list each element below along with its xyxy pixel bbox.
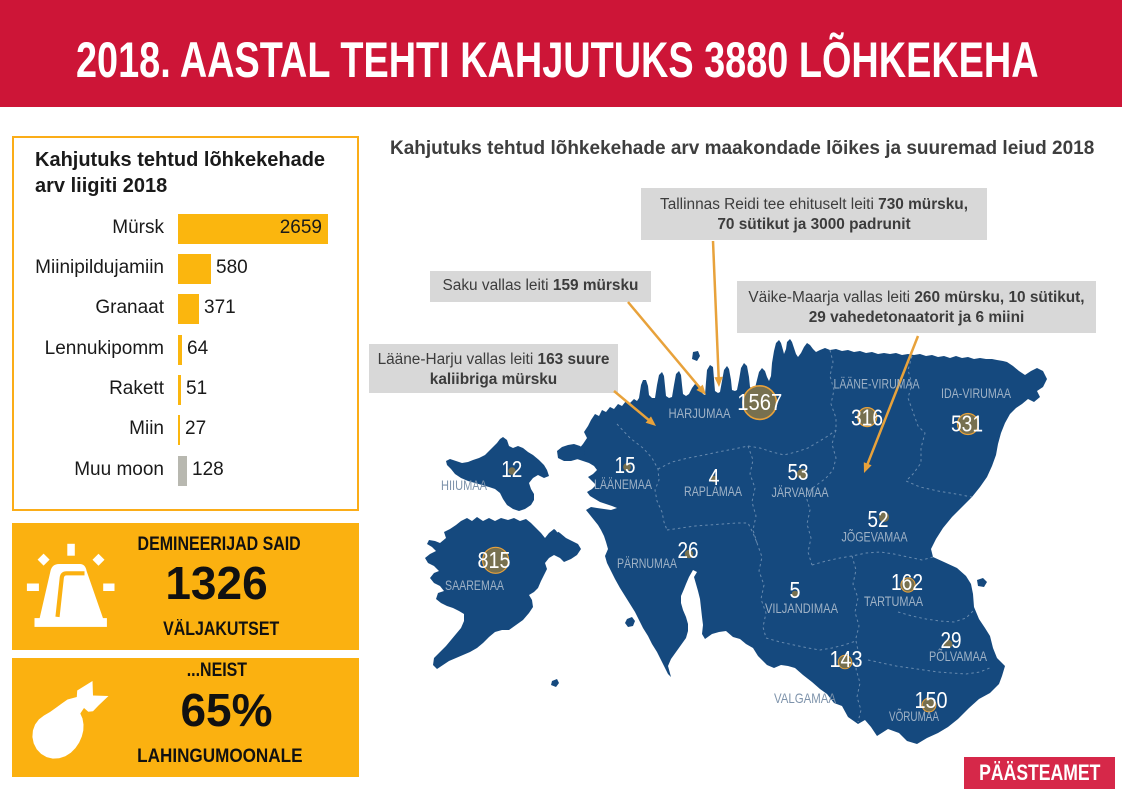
svg-text:HIIUMAA: HIIUMAA: [441, 477, 488, 493]
svg-text:12: 12: [501, 456, 522, 482]
svg-text:815: 815: [478, 547, 511, 573]
svg-text:LÄÄNEMAA: LÄÄNEMAA: [594, 476, 653, 492]
svg-text:VILJANDIMAA: VILJANDIMAA: [765, 600, 839, 616]
svg-text:1567: 1567: [737, 389, 782, 415]
svg-text:TARTUMAA: TARTUMAA: [864, 593, 924, 609]
svg-text:15: 15: [615, 452, 636, 478]
svg-text:LÄÄNE-VIRUMAA: LÄÄNE-VIRUMAA: [834, 376, 920, 392]
svg-text:PÕLVAMAA: PÕLVAMAA: [929, 648, 988, 664]
svg-text:SAAREMAA: SAAREMAA: [445, 577, 504, 593]
svg-text:5: 5: [790, 577, 801, 603]
svg-text:4: 4: [709, 464, 720, 490]
svg-text:531: 531: [951, 411, 983, 437]
svg-text:162: 162: [891, 569, 923, 595]
svg-text:PÄRNUMAA: PÄRNUMAA: [617, 555, 677, 571]
svg-text:RAPLAMAA: RAPLAMAA: [684, 483, 743, 499]
svg-text:53: 53: [788, 459, 809, 485]
svg-text:29: 29: [941, 627, 962, 653]
svg-text:150: 150: [915, 687, 948, 713]
svg-text:IDA-VIRUMAA: IDA-VIRUMAA: [941, 385, 1011, 401]
svg-text:HARJUMAA: HARJUMAA: [669, 405, 732, 421]
svg-text:VÕRUMAA: VÕRUMAA: [889, 708, 939, 724]
svg-text:VALGAMAA: VALGAMAA: [774, 690, 837, 706]
svg-text:JÄRVAMAA: JÄRVAMAA: [772, 484, 830, 500]
svg-text:316: 316: [851, 405, 883, 431]
svg-text:143: 143: [830, 646, 863, 672]
svg-text:JÕGEVAMAA: JÕGEVAMAA: [842, 529, 909, 545]
svg-text:26: 26: [678, 537, 699, 563]
svg-text:52: 52: [868, 506, 889, 532]
